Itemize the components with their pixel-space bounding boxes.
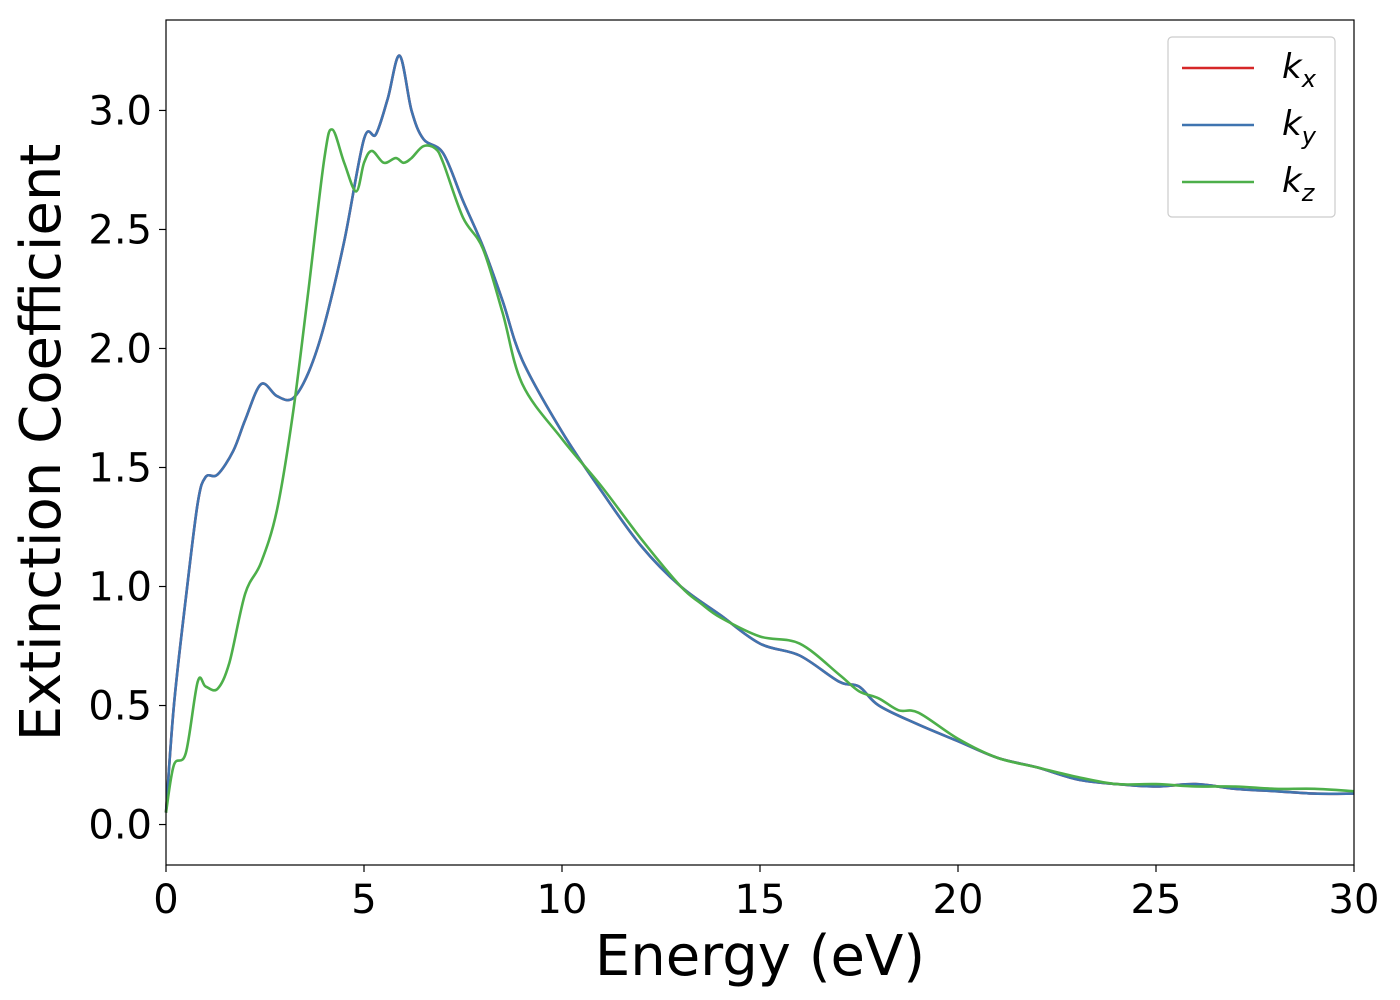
x-tick-label: 15 bbox=[735, 877, 786, 923]
legend-box bbox=[1167, 36, 1336, 218]
x-tick-label: 5 bbox=[351, 877, 376, 923]
y-tick-label: 1.5 bbox=[88, 445, 152, 491]
x-tick-label: 0 bbox=[153, 877, 178, 923]
ticks-layer: 0 5 10 15 20 25 30 0.0 0.5 1.0 1.5 2.0 2.5 3.0 bbox=[88, 88, 1379, 923]
y-axis-title: Extinction Coefficient bbox=[9, 144, 74, 742]
y-tick-label: 0.0 bbox=[88, 803, 152, 849]
x-tick-label: 10 bbox=[537, 877, 588, 923]
series-line-kz bbox=[164, 128, 1355, 813]
y-tick-label: 2.5 bbox=[88, 207, 152, 253]
x-tick-label: 20 bbox=[933, 877, 984, 923]
y-tick-label: 1.0 bbox=[88, 565, 152, 611]
y-tick-label: 0.5 bbox=[88, 684, 152, 730]
x-axis-title: Energy (eV) bbox=[595, 924, 925, 989]
y-tick-label: 2.0 bbox=[88, 326, 152, 372]
x-tick-label: 30 bbox=[1329, 877, 1380, 923]
x-tick-label: 25 bbox=[1131, 877, 1182, 923]
series-layer bbox=[164, 54, 1355, 813]
y-tick-label: 3.0 bbox=[88, 88, 152, 134]
